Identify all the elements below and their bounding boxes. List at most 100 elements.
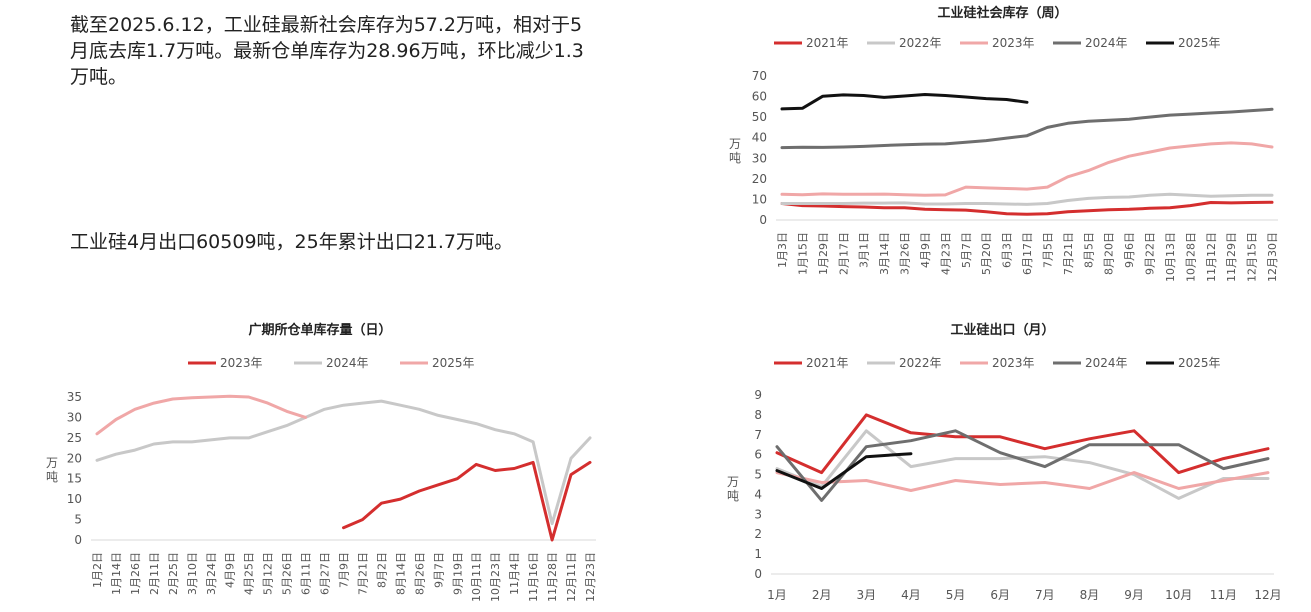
y-tick-label: 60 [752,90,767,104]
x-tick-label: 12月23日 [584,552,597,602]
x-tick-label: 8月20日 [1103,232,1116,275]
x-tick-label: 10月23日 [489,552,502,602]
x-tick-label: 5月 [946,588,966,602]
y-tick-label: 20 [67,451,82,465]
y-tick-label: 2 [754,527,762,541]
legend-label: 2021年 [806,36,849,50]
x-tick-label: 5月12日 [262,552,275,595]
x-tick-label: 8月 [1080,588,1100,602]
y-tick-label: 30 [752,151,767,165]
y-tick-label: 40 [752,131,767,145]
y-axis-label: 万吨 [727,475,739,503]
x-tick-label: 4月25日 [243,552,256,595]
y-tick-label: 9 [754,388,762,402]
x-tick-label: 2月25日 [167,552,180,595]
x-tick-label: 10月13日 [1164,232,1177,282]
x-tick-label: 10月 [1165,588,1192,602]
x-tick-label: 9月7日 [432,552,445,588]
x-tick-label: 6月27日 [319,552,332,595]
y-tick-label: 0 [754,567,762,581]
x-tick-label: 7月 [1035,588,1055,602]
x-tick-label: 7月5日 [1041,232,1054,268]
y-tick-label: 7 [754,428,762,442]
series-line [342,460,592,542]
legend-label: 2025年 [1178,356,1221,370]
legend-label: 2024年 [1085,356,1128,370]
y-tick-label: 35 [67,390,82,404]
y-tick-label: 3 [754,507,762,521]
x-tick-label: 9月 [1124,588,1144,602]
y-tick-label: 30 [67,410,82,424]
y-tick-label: 10 [67,492,82,506]
y-tick-label: 5 [754,468,762,482]
x-tick-label: 4月 [901,588,921,602]
legend-label: 2024年 [326,356,369,370]
series-line [780,192,1274,206]
chart-title: 工业硅社会库存（周） [937,5,1067,21]
x-tick-label: 4月9日 [224,552,237,588]
legend-label: 2023年 [992,356,1035,370]
paragraph-export: 工业硅4月出口60509吨，25年累计出口21.7万吨。 [70,231,514,253]
x-tick-label: 1月2日 [91,552,104,588]
x-tick-label: 8月26日 [413,552,426,595]
x-tick-label: 3月26日 [899,232,912,275]
x-tick-label: 1月3日 [776,232,789,268]
x-tick-label: 10月28日 [1184,232,1197,282]
x-tick-label: 11月4日 [508,552,521,595]
x-tick-label: 2月11日 [148,552,161,595]
x-tick-label: 1月 [767,588,787,602]
x-tick-label: 5月26日 [281,552,294,595]
x-tick-label: 12月11日 [565,552,578,602]
x-tick-label: 5月7日 [960,232,973,268]
legend-label: 2022年 [899,36,942,50]
x-tick-label: 1月29日 [817,232,830,275]
legend-label: 2024年 [1085,36,1128,50]
x-tick-label: 3月24日 [205,552,218,595]
y-axis-label: 万吨 [46,456,58,484]
x-tick-label: 10月11日 [470,552,483,602]
legend-label: 2021年 [806,356,849,370]
social-inventory-chart: 工业硅社会库存（周） 2021年 2022年 2023年 2024年 2025年 0 10 20… [729,5,1279,282]
x-tick-label: 6月 [990,588,1010,602]
y-tick-label: 1 [754,547,762,561]
x-tick-label: 11月12日 [1205,232,1218,282]
x-tick-label: 2月17日 [837,232,850,275]
x-tick-label: 3月1日 [858,232,871,268]
x-tick-label: 7月21日 [1062,232,1075,275]
legend-label: 2025年 [432,356,475,370]
x-tick-label: 11月28日 [546,552,559,602]
series-line [775,429,1270,502]
paragraph-social-inventory: 截至2025.6.12，工业硅最新社会库存为57.2万吨，相对于5月底去库1.7… [70,14,584,88]
x-tick-label: 8月14日 [394,552,407,595]
y-tick-label: 5 [74,513,82,527]
x-tick-label: 8月2日 [375,552,388,588]
x-tick-label: 12月30日 [1266,232,1279,282]
legend-label: 2023年 [220,356,263,370]
y-tick-label: 0 [759,213,767,227]
x-tick-label: 12月 [1254,588,1281,602]
x-tick-label: 3月 [856,588,876,602]
warehouse-receipt-chart: 广期所仓单库存量（日） 2023年 2024年 2025年 0 5 10 15 20 25 30 35… [46,322,597,602]
x-tick-label: 6月17日 [1021,232,1034,275]
x-tick-label: 8月5日 [1082,232,1095,268]
x-tick-label: 9月6日 [1123,232,1136,268]
x-tick-label: 2月 [812,588,832,602]
y-tick-label: 8 [754,408,762,422]
series-line [780,200,1274,216]
y-axis-label: 万吨 [729,137,741,165]
export-chart: 工业硅出口（月） 2021年 2022年 2023年 2024年 2025年 0 1 2 3 4 5 6… [727,322,1282,602]
x-tick-label: 6月11日 [300,552,313,595]
y-tick-label: 50 [752,110,767,124]
y-tick-label: 70 [752,69,767,83]
series-line [780,107,1274,150]
y-tick-label: 0 [74,533,82,547]
series-line [780,93,1029,111]
x-tick-label: 4月9日 [919,232,932,268]
series-line [775,429,1270,500]
legend-label: 2023年 [992,36,1035,50]
x-tick-label: 6月3日 [1001,232,1014,268]
legend-label: 2022年 [899,356,942,370]
x-tick-label: 11月29日 [1225,232,1238,282]
chart-title: 广期所仓单库存量（日） [248,322,391,338]
series-line [775,471,1270,492]
